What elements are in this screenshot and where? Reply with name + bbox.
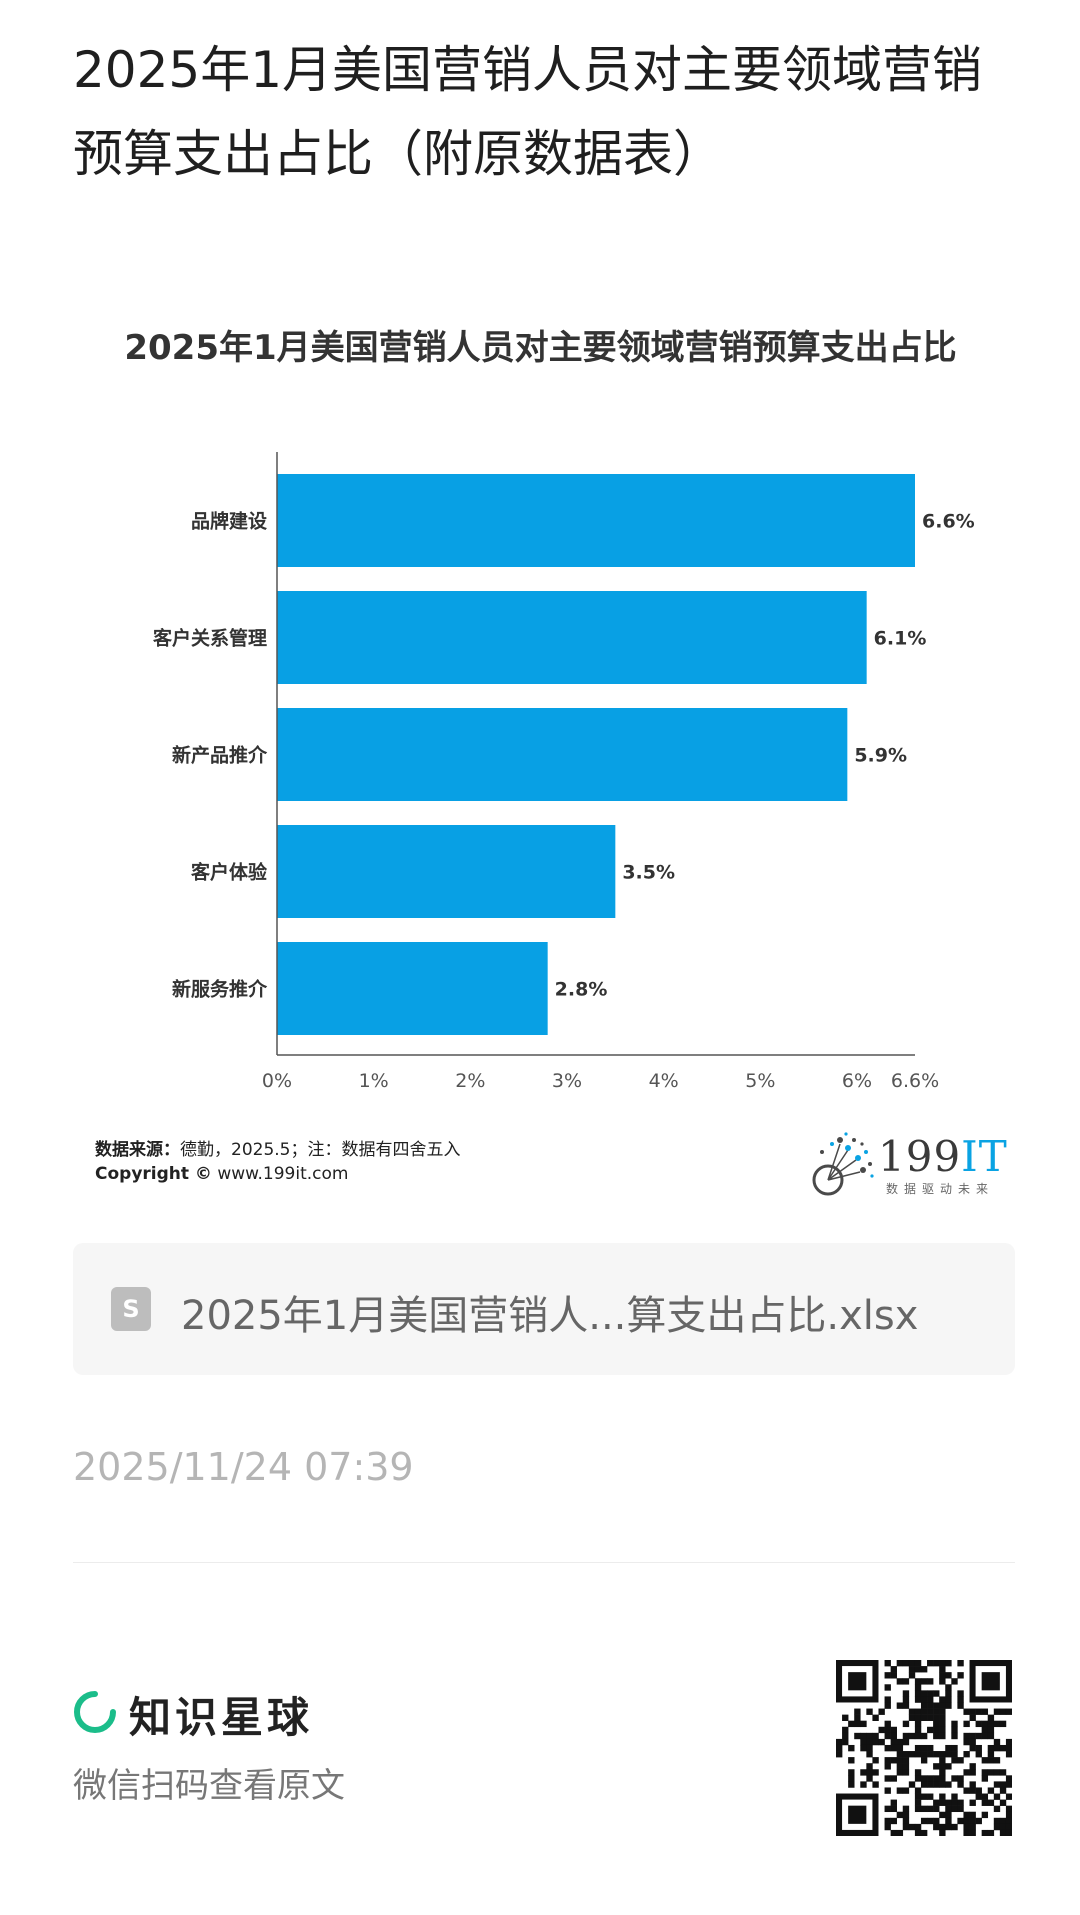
- page-title: 2025年1月美国营销人员对主要领域营销预算支出占比（附原数据表）: [73, 41, 983, 183]
- copyright-label: Copyright ©: [95, 1164, 212, 1184]
- x-tick-label: 3%: [552, 1070, 582, 1092]
- divider: [73, 1562, 1015, 1563]
- x-tick-label: 6%: [842, 1070, 872, 1092]
- copyright-text: www.199it.com: [217, 1164, 349, 1184]
- planet-ring-icon: [74, 1691, 116, 1733]
- brand-name: 知识星球: [129, 1693, 314, 1742]
- category-label: 客户体验: [191, 861, 268, 884]
- data-label: 6.6%: [922, 511, 975, 533]
- brand-wordmark: 199IT: [878, 1132, 1008, 1181]
- category-label: 客户关系管理: [153, 627, 267, 650]
- post-timestamp: 2025/11/24 07:39: [73, 1445, 414, 1489]
- dandelion-logo-icon: [812, 1132, 874, 1196]
- chart-card: 品牌建设 6.6% 客户关系管理 6.1% 新产品推介 5.9% 客户体验 3.5% 新服务推介…: [73, 280, 1008, 1210]
- scan-hint: 微信扫码查看原文: [73, 1766, 345, 1806]
- data-source: 数据来源：德勤，2025.5；注：数据有四舍五入: [95, 1135, 460, 1160]
- x-tick-label: 1%: [359, 1070, 389, 1092]
- spreadsheet-file-icon: S: [111, 1287, 151, 1331]
- bar-chart: 品牌建设 6.6% 客户关系管理 6.1% 新产品推介 5.9% 客户体验 3.5% 新服务推介…: [153, 452, 975, 1092]
- category-label: 新服务推介: [172, 978, 268, 1001]
- source-label: 数据来源：: [95, 1140, 180, 1160]
- bar: [277, 825, 616, 918]
- chart-title: 2025年1月美国营销人员对主要领域营销预算支出占比: [124, 328, 957, 368]
- bar: [277, 591, 867, 684]
- bar: [277, 708, 848, 801]
- data-label: 6.1%: [874, 628, 927, 650]
- copyright: Copyright © www.199it.com: [95, 1164, 348, 1184]
- bar: [277, 942, 548, 1035]
- x-tick-label: 4%: [649, 1070, 679, 1092]
- qr-code[interactable]: [836, 1660, 1012, 1836]
- x-tick-label: 6.6%: [891, 1070, 939, 1092]
- bar: [277, 474, 915, 567]
- attachment-file-card[interactable]: S 2025年1月美国营销人...算支出占比.xlsx: [73, 1243, 1015, 1375]
- x-tick-label: 2%: [455, 1070, 485, 1092]
- data-label: 2.8%: [555, 979, 608, 1001]
- category-label: 新产品推介: [172, 744, 268, 767]
- data-label: 3.5%: [622, 862, 675, 884]
- source-text: 德勤，2025.5；注：数据有四舍五入: [180, 1140, 461, 1160]
- logo-199it: 199IT 数据驱动未来: [808, 1130, 1008, 1200]
- brand-slogan: 数据驱动未来: [886, 1182, 995, 1196]
- x-tick-label: 5%: [745, 1070, 775, 1092]
- attachment-filename[interactable]: 2025年1月美国营销人...算支出占比.xlsx: [181, 1293, 919, 1339]
- x-tick-label: 0%: [262, 1070, 292, 1092]
- data-label: 5.9%: [854, 745, 907, 767]
- category-label: 品牌建设: [191, 510, 267, 533]
